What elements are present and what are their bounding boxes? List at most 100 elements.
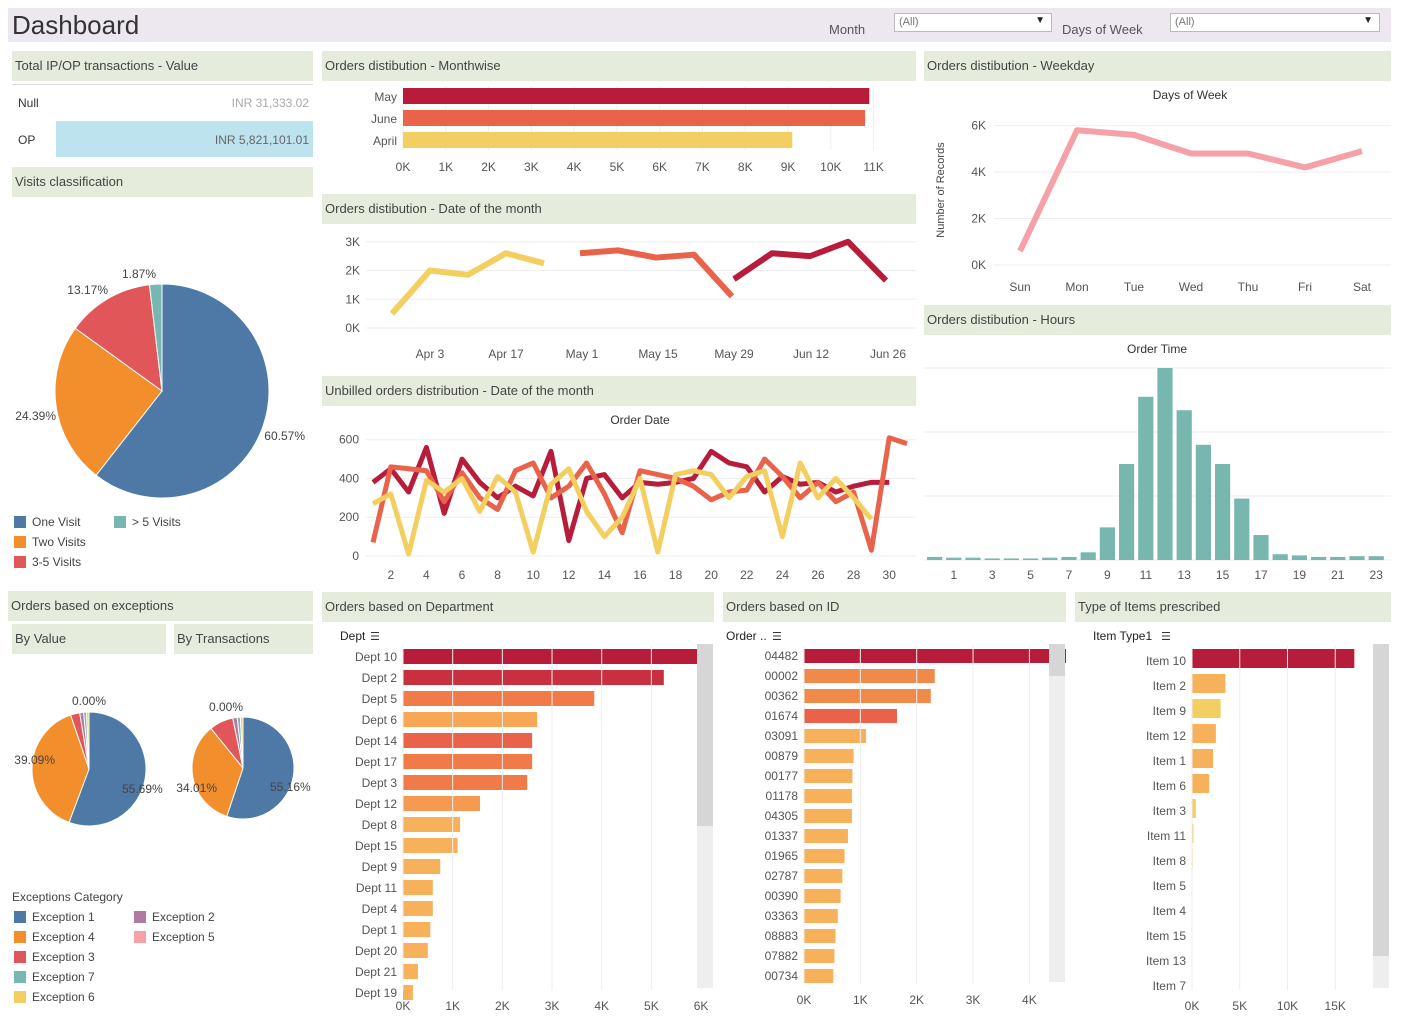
panel-title-exceptions: Orders based on exceptions bbox=[8, 591, 313, 621]
category-label: 01178 bbox=[766, 789, 799, 803]
category-label: 00177 bbox=[765, 769, 799, 783]
legend-item-exception: Exception 2 bbox=[134, 909, 215, 925]
bar bbox=[804, 769, 853, 783]
category-label: 01337 bbox=[765, 829, 799, 843]
bar bbox=[1349, 556, 1365, 560]
bar bbox=[403, 670, 664, 685]
category-label: 03363 bbox=[765, 909, 799, 923]
bar bbox=[1291, 555, 1307, 560]
category-label: Item 12 bbox=[1146, 729, 1186, 743]
bar bbox=[403, 649, 699, 664]
x-tick-label: 4K bbox=[1022, 993, 1037, 1007]
x-tick-label: 3K bbox=[966, 993, 981, 1007]
x-tick-label: Wed bbox=[1179, 280, 1203, 294]
x-tick-label: 2 bbox=[387, 568, 394, 582]
category-label: 08883 bbox=[765, 929, 799, 943]
panel-title-by-value: By Value bbox=[12, 624, 166, 654]
chart-title: Order Date bbox=[610, 413, 670, 427]
total-row-label-null: Null bbox=[18, 96, 39, 110]
bar bbox=[1272, 554, 1288, 560]
pie-data-label: 24.39% bbox=[15, 409, 56, 423]
exceptions-by-value-pie: 0.00% 39.09% 55.69% bbox=[14, 694, 163, 827]
legend-label: 3-5 Visits bbox=[32, 555, 82, 569]
x-tick-label: May 1 bbox=[566, 347, 599, 361]
legend-swatch bbox=[14, 931, 26, 943]
category-label: Dept 15 bbox=[355, 839, 397, 853]
x-tick-label: Tue bbox=[1124, 280, 1145, 294]
pie-data-label: 60.57% bbox=[264, 429, 305, 443]
x-tick-label: 4K bbox=[567, 160, 582, 174]
x-tick-label: 12 bbox=[562, 568, 576, 582]
category-label: Item 8 bbox=[1153, 854, 1187, 868]
chevron-down-icon: ▼ bbox=[1035, 15, 1045, 26]
bar bbox=[1042, 557, 1058, 560]
legend-swatch bbox=[14, 556, 26, 568]
category-label: Item 15 bbox=[1146, 929, 1186, 943]
pie-slice bbox=[54, 327, 163, 476]
x-tick-label: 2K bbox=[481, 160, 496, 174]
category-label: Dept 8 bbox=[362, 818, 398, 832]
legend-label: > 5 Visits bbox=[132, 515, 181, 529]
bar bbox=[403, 922, 431, 937]
category-label: 00390 bbox=[765, 889, 799, 903]
legend-swatch bbox=[14, 991, 26, 1003]
bar bbox=[403, 775, 528, 790]
panel-title-hours: Orders distibution - Hours bbox=[924, 305, 1391, 335]
exceptions-by-transactions-pie: 0.00% 34.01% 55.16% bbox=[176, 700, 311, 820]
month-filter-value: (All) bbox=[899, 16, 919, 28]
x-tick-label: 7K bbox=[695, 160, 710, 174]
x-tick-label: 15 bbox=[1216, 568, 1230, 582]
pie-slice bbox=[68, 711, 147, 827]
bar bbox=[804, 929, 836, 943]
bar bbox=[804, 789, 852, 803]
category-label: April bbox=[373, 134, 397, 148]
category-label: 01674 bbox=[765, 709, 799, 723]
x-tick-label: 0K bbox=[396, 999, 411, 1013]
days-of-week-filter-label: Days of Week bbox=[1062, 22, 1143, 37]
category-label: 00734 bbox=[765, 969, 799, 983]
category-label: Dept 17 bbox=[355, 755, 397, 769]
x-tick-label: 28 bbox=[847, 568, 861, 582]
header-bar bbox=[8, 8, 1391, 42]
bar bbox=[403, 901, 433, 916]
legend-swatch bbox=[14, 911, 26, 923]
bar bbox=[804, 849, 845, 863]
legend-swatch bbox=[14, 951, 26, 963]
month-filter-label: Month bbox=[829, 22, 866, 37]
bar bbox=[804, 949, 835, 963]
panel-title-visits: Visits classification bbox=[12, 167, 313, 197]
category-label: Dept 3 bbox=[362, 776, 398, 790]
pie-slice bbox=[31, 714, 90, 824]
x-tick-label: 8K bbox=[738, 160, 753, 174]
pie-data-label: 55.16% bbox=[270, 780, 311, 794]
x-tick-label: 11K bbox=[863, 160, 883, 174]
column-header: Item Type1 bbox=[1093, 629, 1152, 643]
pie-slice bbox=[148, 283, 163, 392]
column-header: Dept bbox=[340, 629, 366, 643]
exceptions-legend-title: Exceptions Category bbox=[12, 890, 123, 904]
legend-item-exception: Exception 7 bbox=[14, 969, 95, 985]
panel-title-items: Type of Items prescribed bbox=[1075, 592, 1391, 622]
category-label: Dept 11 bbox=[356, 881, 397, 895]
y-tick-label: 600 bbox=[339, 433, 359, 447]
items-bar-chart: Item Type1 ☰ Item 10 Item 2 Item 9 Item 12 Ite… bbox=[1093, 629, 1389, 1013]
bar bbox=[804, 969, 834, 983]
bar bbox=[946, 557, 962, 560]
pie-data-label: 39.09% bbox=[14, 753, 55, 767]
bar bbox=[1061, 556, 1077, 560]
panel-title-by-transactions: By Transactions bbox=[174, 624, 313, 654]
monthwise-bar-chart: 0K 1K 2K 3K 4K 5K 6K 7K 8K 9K 10K 11K May June April bbox=[371, 86, 884, 174]
bar bbox=[804, 809, 852, 823]
x-tick-label: Jun 26 bbox=[870, 347, 906, 361]
month-filter-dropdown[interactable]: (All) ▼ bbox=[894, 13, 1052, 32]
category-label: 03091 bbox=[765, 729, 799, 743]
series-line bbox=[389, 250, 545, 316]
y-tick-label: 2K bbox=[971, 212, 986, 226]
bar bbox=[403, 796, 480, 811]
category-label: Dept 12 bbox=[355, 797, 397, 811]
legend-item-exception: Exception 3 bbox=[14, 949, 95, 965]
days-of-week-filter-dropdown[interactable]: (All) ▼ bbox=[1170, 13, 1380, 32]
pie-slice bbox=[74, 284, 163, 393]
x-tick-label: May 29 bbox=[714, 347, 754, 361]
